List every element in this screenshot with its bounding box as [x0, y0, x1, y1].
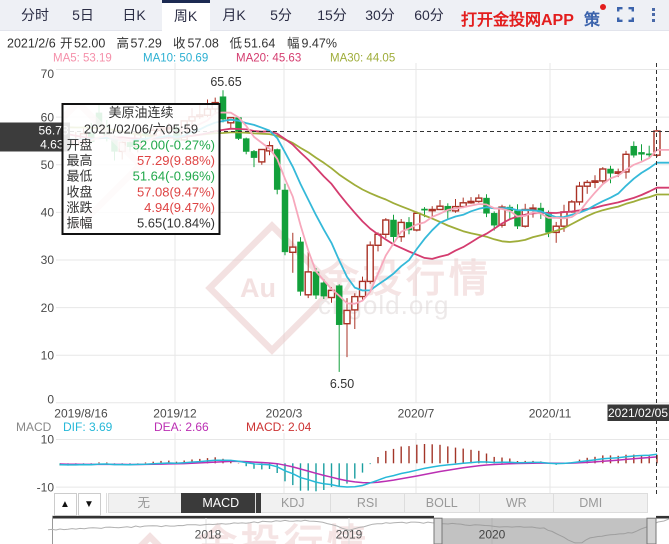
svg-text:MACD: MACD — [16, 420, 52, 434]
svg-text:20: 20 — [41, 301, 55, 315]
svg-text:6.50: 6.50 — [330, 377, 354, 391]
svg-text:MACD: 2.04: MACD: 2.04 — [246, 420, 312, 434]
svg-text:52.00(-0.27%): 52.00(-0.27%) — [133, 138, 215, 153]
svg-text:5.65(10.84%): 5.65(10.84%) — [137, 216, 215, 231]
svg-text:金投行情: 金投行情 — [197, 522, 370, 544]
svg-text:57.29(9.88%): 57.29(9.88%) — [137, 153, 215, 168]
svg-text:57.08(9.47%): 57.08(9.47%) — [137, 184, 215, 199]
svg-text:DEA: 2.66: DEA: 2.66 — [154, 420, 209, 434]
svg-text:-10: -10 — [37, 480, 55, 494]
svg-text:涨跌: 涨跌 — [67, 200, 93, 215]
svg-text:最高: 最高 — [67, 153, 93, 168]
svg-text:MA5: 53.19: MA5: 53.19 — [53, 53, 112, 65]
svg-text:51.64(-0.96%): 51.64(-0.96%) — [133, 169, 215, 184]
svg-text:10: 10 — [41, 348, 55, 362]
svg-text:65.65: 65.65 — [210, 75, 241, 89]
svg-text:60: 60 — [41, 110, 55, 124]
svg-text:美原油连续: 美原油连续 — [108, 105, 173, 120]
svg-text:最低: 最低 — [67, 169, 93, 184]
svg-text:2020/3: 2020/3 — [266, 407, 303, 421]
svg-text:56.78: 56.78 — [38, 124, 68, 138]
svg-text:10: 10 — [41, 433, 55, 447]
svg-text:开盘: 开盘 — [67, 138, 93, 153]
svg-text:2020/11: 2020/11 — [529, 407, 572, 421]
svg-text:2020: 2020 — [479, 528, 506, 542]
svg-text:50: 50 — [41, 158, 55, 172]
svg-text:MA30: 44.05: MA30: 44.05 — [330, 53, 395, 65]
svg-text:2019/8/16: 2019/8/16 — [54, 407, 108, 421]
svg-text:30: 30 — [41, 253, 55, 267]
svg-text:MA10: 50.69: MA10: 50.69 — [143, 53, 208, 65]
svg-text:4.94(9.47%): 4.94(9.47%) — [144, 200, 215, 215]
svg-text:2019: 2019 — [336, 528, 363, 542]
svg-text:2018: 2018 — [195, 528, 222, 542]
svg-text:2019/12: 2019/12 — [153, 407, 197, 421]
svg-text:4.63: 4.63 — [40, 138, 64, 152]
svg-text:2021/02/05: 2021/02/05 — [608, 406, 668, 420]
svg-text:2021/02/06/六05:59: 2021/02/06/六05:59 — [84, 122, 198, 137]
svg-text:振幅: 振幅 — [67, 216, 93, 231]
svg-text:2020/7: 2020/7 — [398, 407, 435, 421]
svg-text:40: 40 — [41, 206, 55, 220]
svg-text:0: 0 — [47, 393, 54, 407]
svg-text:70: 70 — [41, 67, 55, 81]
svg-text:收盘: 收盘 — [67, 184, 93, 199]
svg-text:DIF: 3.69: DIF: 3.69 — [63, 420, 113, 434]
svg-text:MA20: 45.63: MA20: 45.63 — [236, 53, 301, 65]
svg-text:Au: Au — [240, 273, 276, 303]
